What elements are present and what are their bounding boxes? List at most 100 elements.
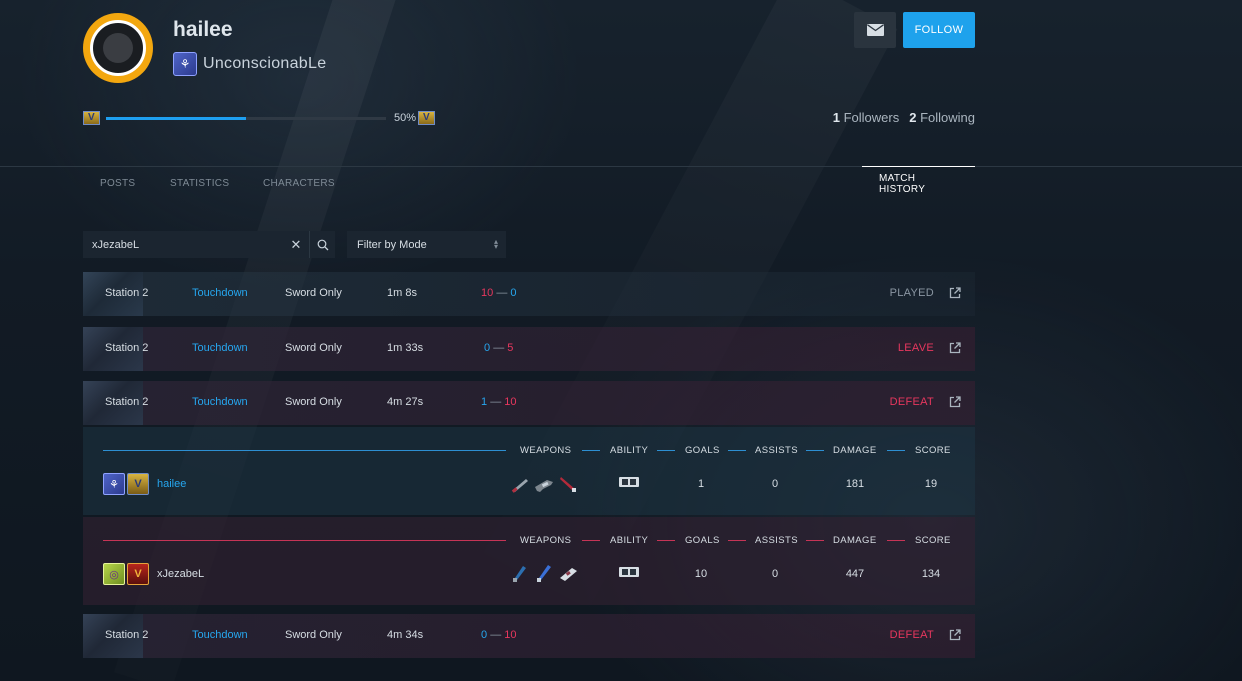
player-name-link[interactable]: hailee <box>157 478 187 490</box>
next-rank-icon <box>418 111 435 125</box>
following-link[interactable]: 2 Following <box>909 110 975 125</box>
mode-filter-select[interactable]: Filter by Mode ▴ ▾ <box>347 231 506 258</box>
profile-username: hailee <box>173 18 233 41</box>
player-assists: 0 <box>771 568 779 580</box>
match-mode: Touchdown <box>192 629 248 641</box>
header-goals: GOALS <box>685 535 720 546</box>
clan-title-row: ⚘ UnconscionabLe <box>173 52 326 76</box>
tab-characters[interactable]: CHARACTERS <box>263 177 335 189</box>
header-goals: GOALS <box>685 445 720 456</box>
match-map: Station 2 <box>105 342 149 354</box>
team-panel-blue: WEAPONS ABILITY GOALS ASSISTS DAMAGE SCO… <box>83 427 975 515</box>
clear-icon[interactable]: ✕ <box>290 236 302 252</box>
tab-statistics[interactable]: STATISTICS <box>170 177 230 189</box>
dagger-weapon-icon <box>513 566 526 582</box>
match-mode: Touchdown <box>192 287 248 299</box>
header-assists: ASSISTS <box>755 535 798 546</box>
match-row[interactable]: Station 2 Touchdown Sword Only 1m 8s 10 … <box>83 272 975 316</box>
match-row[interactable]: Station 2 Touchdown Sword Only 4m 27s 1 … <box>83 381 975 425</box>
header-weapons: WEAPONS <box>520 535 572 546</box>
match-type: Sword Only <box>285 629 342 641</box>
player-score: 134 <box>921 568 941 580</box>
header-damage: DAMAGE <box>833 445 877 456</box>
map-thumbnail <box>83 327 143 371</box>
player-icons: ⚘ V <box>103 473 149 495</box>
blade-weapon-icon <box>560 477 576 492</box>
match-duration: 4m 27s <box>387 396 424 408</box>
player-search: ✕ <box>83 231 335 258</box>
ability-icon <box>619 477 639 487</box>
match-map: Station 2 <box>105 396 149 408</box>
clan-emblem-icon: ◎ <box>103 563 125 585</box>
envelope-icon <box>866 24 884 36</box>
match-result: DEFEAT <box>889 396 934 408</box>
match-map: Station 2 <box>105 287 149 299</box>
current-rank-icon <box>83 111 100 125</box>
external-link-icon[interactable] <box>949 396 961 408</box>
clan-emblem-icon: ⚘ <box>173 52 197 76</box>
match-type: Sword Only <box>285 287 342 299</box>
ability-icon <box>619 567 639 577</box>
match-score: 0 — 10 <box>481 629 517 641</box>
player-score: 19 <box>924 478 938 490</box>
rank-icon: V <box>127 473 149 495</box>
sort-caret-icon: ▴ ▾ <box>493 237 498 251</box>
clan-title: UnconscionabLe <box>203 55 327 72</box>
xp-progress-bar <box>106 117 386 120</box>
match-score: 0 — 5 <box>484 342 514 354</box>
header-score: SCORE <box>915 535 951 546</box>
header-damage: DAMAGE <box>833 535 877 546</box>
external-link-icon[interactable] <box>949 629 961 641</box>
clan-emblem-icon: ⚘ <box>103 473 125 495</box>
header-ability: ABILITY <box>610 535 649 546</box>
map-thumbnail <box>83 381 143 425</box>
match-map: Station 2 <box>105 629 149 641</box>
player-icons: ◎ V <box>103 563 149 585</box>
match-result: LEAVE <box>897 342 934 354</box>
header-weapons: WEAPONS <box>520 445 572 456</box>
header-assists: ASSISTS <box>755 445 798 456</box>
player-assists: 0 <box>771 478 779 490</box>
player-search-input[interactable] <box>83 231 283 258</box>
external-link-icon[interactable] <box>949 342 961 354</box>
header-score: SCORE <box>915 445 951 456</box>
external-link-icon[interactable] <box>949 287 961 299</box>
match-score: 10 — 0 <box>481 287 517 299</box>
player-name-link[interactable]: xJezabeL <box>157 568 205 580</box>
match-duration: 1m 33s <box>387 342 424 354</box>
match-score: 1 — 10 <box>481 396 517 408</box>
gun-weapon-icon <box>535 480 553 492</box>
profile-avatar <box>83 13 153 83</box>
message-button[interactable] <box>854 12 896 48</box>
map-thumbnail <box>83 614 143 658</box>
header-ability: ABILITY <box>610 445 649 456</box>
launcher-weapon-icon <box>560 568 577 581</box>
match-duration: 1m 8s <box>387 287 417 299</box>
knife-weapon-icon <box>511 479 528 493</box>
match-row[interactable]: Station 2 Touchdown Sword Only 4m 34s 0 … <box>83 614 975 658</box>
header-divider <box>0 166 1242 167</box>
match-row[interactable]: Station 2 Touchdown Sword Only 1m 33s 0 … <box>83 327 975 371</box>
followers-link[interactable]: 1 Followers <box>832 110 900 125</box>
match-result: DEFEAT <box>889 629 934 641</box>
player-damage: 447 <box>845 568 865 580</box>
tab-posts[interactable]: POSTS <box>100 177 136 189</box>
xp-percent: 50% <box>394 112 417 124</box>
player-goals: 10 <box>694 568 708 580</box>
match-duration: 4m 34s <box>387 629 424 641</box>
match-mode: Touchdown <box>192 342 248 354</box>
match-type: Sword Only <box>285 342 342 354</box>
profile-tabs: POSTS STATISTICS CHARACTERS MATCH HISTOR… <box>83 166 975 200</box>
player-damage: 181 <box>845 478 865 490</box>
match-mode: Touchdown <box>192 396 248 408</box>
mode-filter-label: Filter by Mode <box>357 238 427 251</box>
player-goals: 1 <box>697 478 705 490</box>
tab-match-history[interactable]: MATCH HISTORY <box>862 166 975 200</box>
xp-progress-fill <box>106 117 246 120</box>
sword-weapon-icon <box>537 565 551 582</box>
match-type: Sword Only <box>285 396 342 408</box>
search-icon[interactable] <box>309 231 335 258</box>
follow-stats: 1 Followers 2 Following <box>833 110 975 125</box>
team-header: WEAPONS ABILITY GOALS ASSISTS DAMAGE SCO… <box>103 535 955 546</box>
follow-button[interactable]: FOLLOW <box>903 12 975 48</box>
